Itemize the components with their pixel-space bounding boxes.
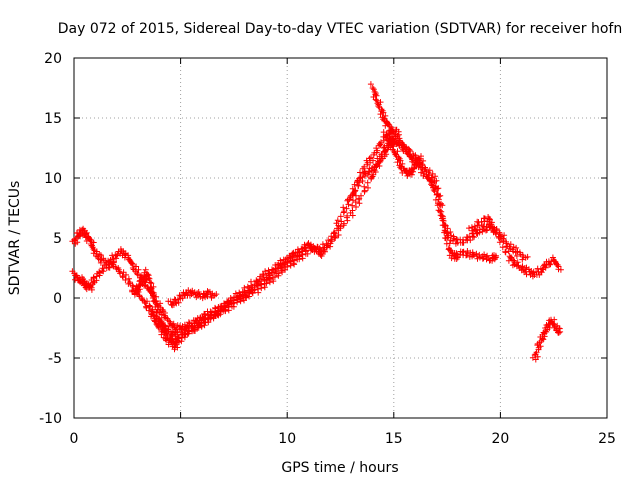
series-track-j bbox=[529, 316, 564, 363]
y-tick-label: 5 bbox=[53, 231, 62, 247]
plot-frame bbox=[73, 57, 608, 419]
x-tick-label: 15 bbox=[385, 431, 403, 447]
data-point-markers bbox=[165, 287, 220, 309]
data-points bbox=[69, 81, 564, 363]
series-track-g bbox=[367, 81, 394, 134]
chart-title: Day 072 of 2015, Sidereal Day-to-day VTE… bbox=[58, 21, 622, 37]
data-point-markers bbox=[529, 316, 564, 363]
x-axis-label: GPS time / hours bbox=[281, 460, 398, 476]
data-point-markers bbox=[384, 131, 424, 179]
series-track-f bbox=[380, 129, 500, 264]
series-track-k bbox=[129, 266, 181, 353]
y-tick-label: 10 bbox=[44, 171, 62, 187]
y-tick-label: 15 bbox=[44, 111, 62, 127]
x-tick-label: 10 bbox=[278, 431, 296, 447]
series-track-h bbox=[384, 131, 424, 179]
y-axis-label: SDTVAR / TECUs bbox=[7, 181, 23, 296]
x-tick-label: 5 bbox=[176, 431, 185, 447]
series-track-i bbox=[466, 214, 531, 263]
data-point-markers bbox=[129, 266, 181, 353]
data-point-markers bbox=[380, 129, 500, 264]
grid-lines bbox=[74, 58, 607, 418]
data-point-markers bbox=[466, 214, 531, 263]
x-tick-label: 25 bbox=[598, 431, 616, 447]
axis-ticks: 0 5 10 15 20 25 -10 -5 0 5 10 15 20 bbox=[39, 51, 616, 447]
y-tick-label: 0 bbox=[53, 291, 62, 307]
y-tick-label: -10 bbox=[39, 411, 62, 427]
y-tick-label: -5 bbox=[48, 351, 62, 367]
y-tick-label: 20 bbox=[44, 51, 62, 67]
x-tick-label: 20 bbox=[491, 431, 509, 447]
x-tick-label: 0 bbox=[70, 431, 79, 447]
data-point-markers bbox=[367, 81, 394, 134]
series-track-d bbox=[165, 287, 220, 309]
